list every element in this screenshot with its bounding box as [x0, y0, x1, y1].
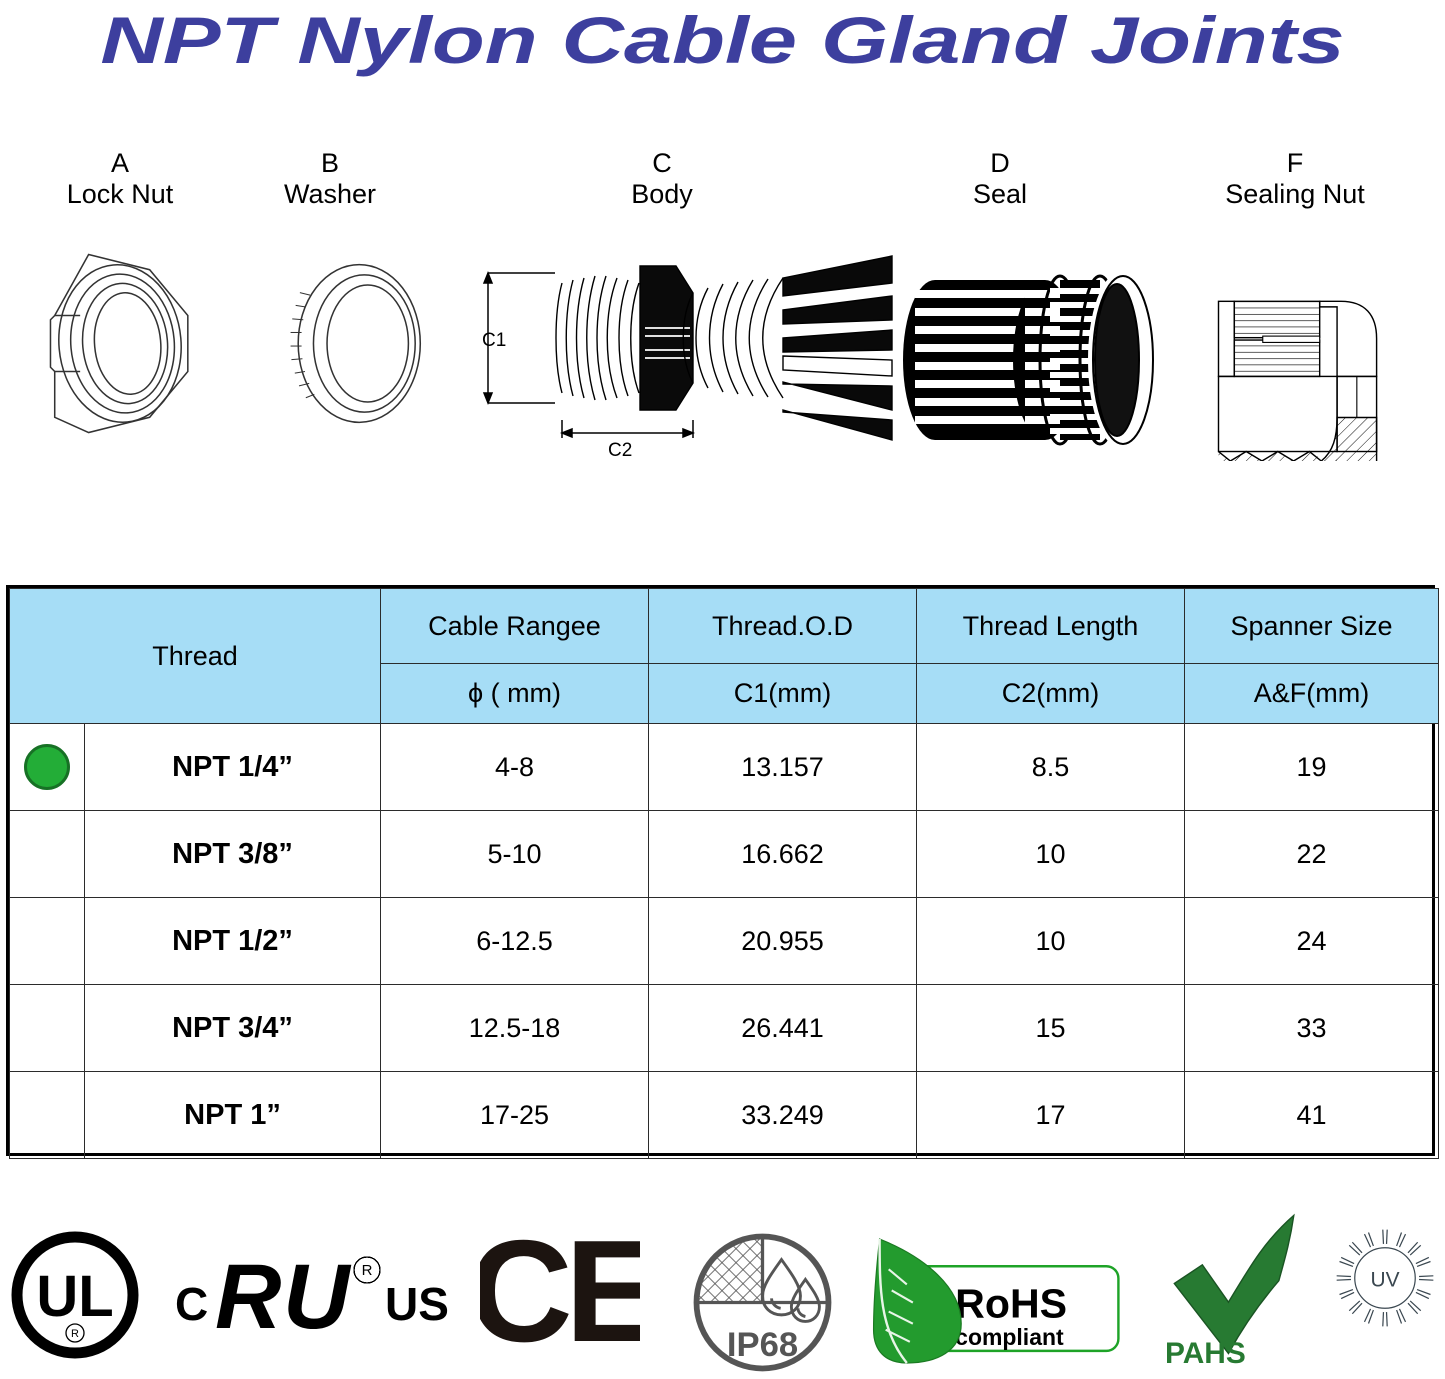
- svg-text:C1: C1: [482, 330, 506, 351]
- svg-text:C: C: [175, 1278, 208, 1330]
- svg-text:PAHS: PAHS: [1165, 1337, 1246, 1368]
- svg-text:E: E: [565, 1213, 640, 1368]
- svg-text:R: R: [71, 1328, 79, 1340]
- svg-text:RoHS: RoHS: [955, 1281, 1067, 1327]
- svg-text:IP68: IP68: [727, 1326, 798, 1364]
- svg-text:compliant: compliant: [955, 1324, 1064, 1350]
- svg-text:C: C: [480, 1213, 573, 1368]
- svg-text:U: U: [283, 1246, 352, 1348]
- svg-text:US: US: [385, 1278, 449, 1330]
- svg-text:R: R: [362, 1262, 373, 1279]
- svg-text:UV: UV: [1370, 1268, 1399, 1291]
- svg-text:R: R: [215, 1246, 281, 1348]
- svg-text:UL: UL: [36, 1264, 113, 1329]
- svg-text:C2: C2: [608, 440, 632, 461]
